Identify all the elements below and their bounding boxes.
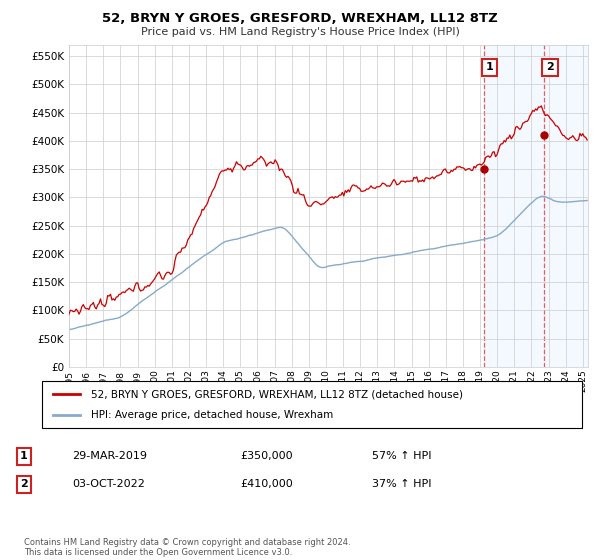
Text: 03-OCT-2022: 03-OCT-2022	[72, 479, 145, 489]
Text: 57% ↑ HPI: 57% ↑ HPI	[372, 451, 431, 461]
Text: 2: 2	[546, 62, 554, 72]
Text: £410,000: £410,000	[240, 479, 293, 489]
FancyBboxPatch shape	[42, 381, 582, 428]
Text: 2: 2	[20, 479, 28, 489]
Text: Contains HM Land Registry data © Crown copyright and database right 2024.
This d: Contains HM Land Registry data © Crown c…	[24, 538, 350, 557]
Text: HPI: Average price, detached house, Wrexham: HPI: Average price, detached house, Wrex…	[91, 410, 333, 420]
Text: 52, BRYN Y GROES, GRESFORD, WREXHAM, LL12 8TZ (detached house): 52, BRYN Y GROES, GRESFORD, WREXHAM, LL1…	[91, 389, 463, 399]
Text: 1: 1	[20, 451, 28, 461]
Bar	[484, 45, 588, 367]
Text: Price paid vs. HM Land Registry's House Price Index (HPI): Price paid vs. HM Land Registry's House …	[140, 27, 460, 37]
Text: 37% ↑ HPI: 37% ↑ HPI	[372, 479, 431, 489]
Text: 1: 1	[485, 62, 493, 72]
Text: 29-MAR-2019: 29-MAR-2019	[72, 451, 147, 461]
Text: 52, BRYN Y GROES, GRESFORD, WREXHAM, LL12 8TZ: 52, BRYN Y GROES, GRESFORD, WREXHAM, LL1…	[102, 12, 498, 25]
Text: £350,000: £350,000	[240, 451, 293, 461]
